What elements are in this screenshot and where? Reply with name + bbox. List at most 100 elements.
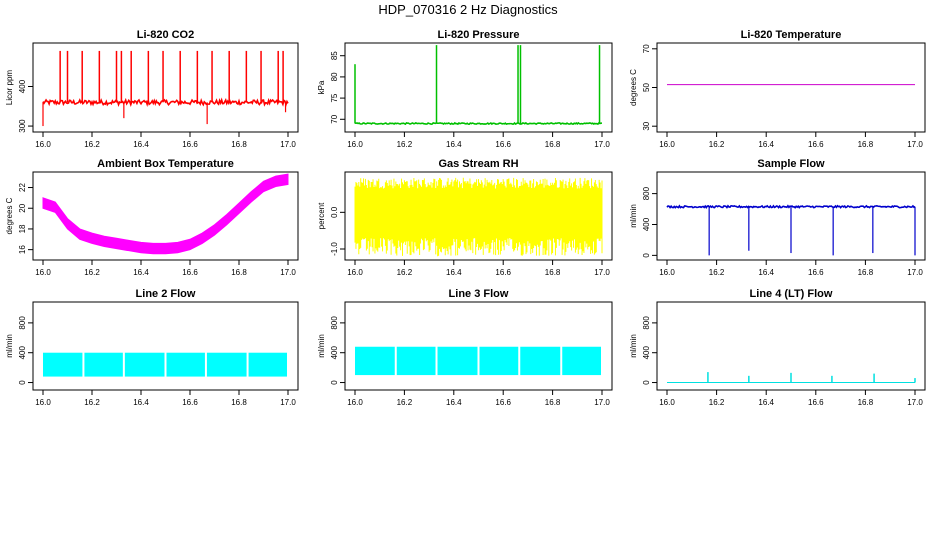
plot-frame-9 (656, 301, 926, 391)
x-tick-label-4: 16.8 (231, 268, 247, 277)
plot-frame-2 (344, 42, 613, 133)
series-line-2 (354, 121, 603, 126)
flow-block-7 (166, 352, 205, 377)
x-tick-label-1: 16.0 (35, 140, 51, 149)
x-tick-label-1: 16.4 (133, 140, 149, 149)
y-tick-label-3: 70 (642, 44, 651, 53)
flow-block-8 (479, 346, 519, 376)
rh-noise-5 (354, 177, 603, 257)
y-axis-label-4: degrees C (5, 197, 14, 234)
y-tick-label-8: 400 (330, 345, 339, 359)
x-tick-label-9: 17.0 (907, 398, 923, 407)
y-axis-label-2: kPa (317, 80, 326, 94)
plot-frame-7 (32, 301, 299, 391)
flow-block-7 (84, 352, 123, 377)
y-tick-label-1: 300 (18, 119, 27, 133)
panel-title-9: Line 4 (LT) Flow (750, 288, 833, 300)
x-tick-label-6: 16.8 (858, 268, 874, 277)
y-tick-label-6: 0 (642, 253, 651, 258)
y-tick-label-2: 80 (330, 72, 339, 81)
y-tick-label-8: 0 (330, 380, 339, 385)
x-tick-label-8: 16.6 (495, 398, 511, 407)
x-tick-label-9: 16.0 (659, 398, 675, 407)
x-tick-label-5: 16.2 (397, 268, 413, 277)
x-tick-label-5: 17.0 (594, 268, 610, 277)
plot-frame-5 (344, 171, 613, 261)
flow-block-8 (355, 346, 395, 376)
flow-block-7 (43, 352, 83, 377)
panel-title-4: Ambient Box Temperature (97, 158, 234, 170)
y-axis-label-1: Licor ppm (5, 70, 14, 105)
panel-title-6: Sample Flow (757, 158, 825, 170)
y-axis-label-7: ml/min (5, 334, 14, 358)
x-tick-label-7: 16.0 (35, 398, 51, 407)
x-tick-label-3: 16.6 (808, 140, 824, 149)
x-tick-label-3: 17.0 (907, 140, 923, 149)
flow-block-8 (396, 346, 436, 376)
x-tick-label-3: 16.8 (858, 140, 874, 149)
y-tick-label-4: 20 (18, 203, 27, 212)
plot-frame-1 (32, 42, 299, 133)
flow-block-7 (248, 352, 287, 377)
x-tick-label-2: 16.8 (545, 140, 561, 149)
x-tick-label-2: 16.2 (397, 140, 413, 149)
figure-title: HDP_070316 2 Hz Diagnostics (378, 2, 558, 17)
flow-block-7 (124, 352, 165, 377)
x-tick-label-9: 16.2 (709, 398, 725, 407)
series-band-4 (42, 173, 289, 255)
y-tick-label-9: 0 (642, 380, 651, 385)
plot-frame-3 (656, 42, 926, 133)
x-tick-label-2: 16.6 (495, 140, 511, 149)
y-tick-label-2: 85 (330, 51, 339, 60)
y-tick-label-1: 400 (18, 79, 27, 93)
x-tick-label-4: 17.0 (280, 268, 296, 277)
x-tick-label-3: 16.0 (659, 140, 675, 149)
x-tick-label-2: 16.4 (446, 140, 462, 149)
y-tick-label-4: 22 (18, 183, 27, 192)
x-tick-label-9: 16.4 (758, 398, 774, 407)
x-tick-label-6: 17.0 (907, 268, 923, 277)
x-tick-label-6: 16.0 (659, 268, 675, 277)
x-tick-label-9: 16.8 (858, 398, 874, 407)
y-tick-label-9: 800 (642, 316, 651, 330)
panel-title-2: Li-820 Pressure (438, 29, 520, 41)
y-axis-label-3: degrees C (629, 69, 638, 106)
x-tick-label-2: 16.0 (347, 140, 363, 149)
x-tick-label-6: 16.4 (758, 268, 774, 277)
x-tick-label-5: 16.6 (495, 268, 511, 277)
x-tick-label-7: 16.8 (231, 398, 247, 407)
x-tick-label-2: 17.0 (594, 140, 610, 149)
x-tick-label-6: 16.6 (808, 268, 824, 277)
y-tick-label-6: 400 (642, 217, 651, 231)
y-tick-label-9: 400 (642, 345, 651, 359)
panel-title-3: Li-820 Temperature (741, 29, 842, 41)
x-tick-label-4: 16.2 (84, 268, 100, 277)
x-tick-label-1: 16.2 (84, 140, 100, 149)
flow-block-8 (562, 346, 601, 376)
x-tick-label-5: 16.0 (347, 268, 363, 277)
x-tick-label-6: 16.2 (709, 268, 725, 277)
y-tick-label-4: 16 (18, 245, 27, 254)
y-tick-label-8: 800 (330, 316, 339, 330)
y-axis-label-5: percent (317, 202, 326, 229)
x-tick-label-9: 16.6 (808, 398, 824, 407)
x-tick-label-8: 16.2 (397, 398, 413, 407)
panel-title-1: Li-820 CO2 (137, 29, 194, 41)
y-tick-label-7: 800 (18, 316, 27, 330)
y-axis-label-8: ml/min (317, 334, 326, 358)
x-tick-label-4: 16.0 (35, 268, 51, 277)
plot-frame-4 (32, 171, 299, 261)
flow-block-8 (437, 346, 478, 376)
x-tick-label-8: 16.8 (545, 398, 561, 407)
x-tick-label-5: 16.4 (446, 268, 462, 277)
x-tick-label-4: 16.4 (133, 268, 149, 277)
x-tick-label-1: 17.0 (280, 140, 296, 149)
panel-title-7: Line 2 Flow (136, 288, 196, 300)
y-axis-label-9: ml/min (629, 334, 638, 358)
y-tick-label-5: 0.0 (330, 206, 339, 218)
x-tick-label-4: 16.6 (182, 268, 198, 277)
flow-block-8 (520, 346, 561, 376)
y-tick-label-7: 400 (18, 345, 27, 359)
plot-frame-8 (344, 301, 613, 391)
